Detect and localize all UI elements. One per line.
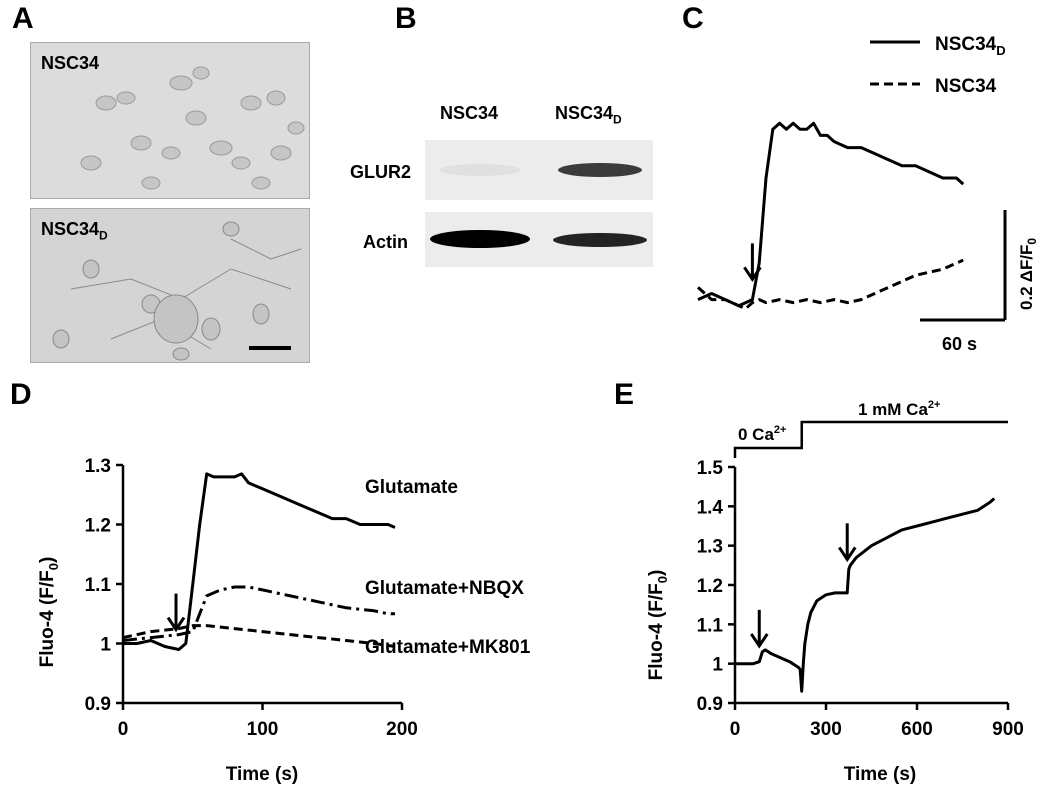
micrograph-label-nsc34: NSC34 xyxy=(41,53,100,73)
y-tick-label: 1 xyxy=(712,655,723,676)
y-tick-label: 1.1 xyxy=(697,615,724,636)
x-tick-label: 0 xyxy=(118,719,129,740)
blot-column-nsc34d: NSC34D xyxy=(555,103,622,127)
blot-row-actin: Actin xyxy=(363,232,408,252)
arrow-icon xyxy=(743,243,762,283)
arrow-icon xyxy=(166,593,186,633)
scale-bar-y-label: 0.2 ΔF/F0 xyxy=(1017,238,1039,310)
legend: NSC34D NSC34 xyxy=(870,34,1006,97)
arrow-icon xyxy=(837,523,857,563)
x-tick-label: 900 xyxy=(992,719,1024,740)
panel-letter-d: D xyxy=(10,378,32,411)
y-tick-label: 1 xyxy=(100,635,111,656)
legend-label-nsc34d: NSC34D xyxy=(935,34,1006,58)
scale-bar: 60 s 0.2 ΔF/F0 xyxy=(920,210,1039,354)
series-line-0 xyxy=(123,472,396,651)
blot-band xyxy=(440,164,520,176)
blot-strip-actin xyxy=(425,212,653,267)
micrograph-nsc34: NSC34 xyxy=(30,42,310,199)
protocol-bar xyxy=(733,420,1008,458)
series-label-glutamate-mk801: Glutamate+MK801 xyxy=(365,637,531,658)
panel-letter-a: A xyxy=(12,2,34,35)
x-axis-label: Time (s) xyxy=(226,764,299,785)
legend-label-nsc34: NSC34 xyxy=(935,76,997,97)
series-line-0 xyxy=(697,121,965,308)
y-axis-label: Fluo-4 (F/F0) xyxy=(37,557,61,668)
chart-d: 0.9 1 1.1 1.2 1.3 0 100 200 Glutamate Glutamate… xyxy=(37,456,531,785)
series-line-0 xyxy=(735,497,996,693)
y-tick-label: 0.9 xyxy=(85,694,111,715)
chart-c: NSC34D NSC34 60 s 0.2 ΔF/F0 xyxy=(696,34,1039,354)
protocol-step-line xyxy=(733,420,1008,458)
panel-letter-c: C xyxy=(682,2,704,35)
y-axis-label: Fluo-4 (F/F0) xyxy=(646,570,670,681)
series-line-1 xyxy=(696,258,964,311)
x-tick-label: 600 xyxy=(901,719,933,740)
cells-illustration xyxy=(52,221,302,361)
x-tick-label: 0 xyxy=(730,719,741,740)
chart-e: 0 Ca2+ 1 mM Ca2+ 0.9 1 1.1 1.2 1.3 1.4 1.5 0 300… xyxy=(646,399,1024,785)
x-tick-label: 100 xyxy=(247,719,279,740)
y-tick-label: 1.2 xyxy=(697,576,723,597)
blot-column-nsc34: NSC34 xyxy=(440,103,499,123)
y-tick-label: 1.5 xyxy=(697,458,724,479)
y-tick-label: 1.2 xyxy=(85,516,111,537)
blot-band xyxy=(430,230,530,248)
y-tick-label: 1.3 xyxy=(85,456,111,477)
blot-row-glur2: GLUR2 xyxy=(350,162,412,182)
series-label-glutamate-nbqx: Glutamate+NBQX xyxy=(365,578,524,599)
protocol-label-0ca: 0 Ca2+ xyxy=(738,424,786,444)
x-axis-label: Time (s) xyxy=(844,764,917,785)
x-tick-label: 300 xyxy=(810,719,842,740)
y-tick-label: 1.3 xyxy=(697,537,723,558)
panel-letter-b: B xyxy=(395,2,417,35)
cells-illustration xyxy=(80,66,305,190)
series-line-2 xyxy=(122,624,396,648)
blot-band xyxy=(553,233,647,247)
blot-band xyxy=(558,163,642,177)
series-label-glutamate: Glutamate xyxy=(365,477,458,498)
panel-letter-e: E xyxy=(614,378,635,411)
arrow-icon xyxy=(750,609,769,649)
y-tick-label: 1.1 xyxy=(85,575,112,596)
y-tick-label: 1.4 xyxy=(697,497,724,518)
blot-strip-glur2 xyxy=(425,140,653,200)
scale-bar-x-label: 60 s xyxy=(942,334,977,354)
micrograph-nsc34d: NSC34D xyxy=(30,208,310,363)
series-line-1 xyxy=(122,585,395,642)
y-tick-label: 0.9 xyxy=(697,694,723,715)
micrograph-label-nsc34d: NSC34D xyxy=(41,219,108,243)
x-tick-label: 200 xyxy=(386,719,418,740)
protocol-label-1mm-ca: 1 mM Ca2+ xyxy=(858,399,940,419)
